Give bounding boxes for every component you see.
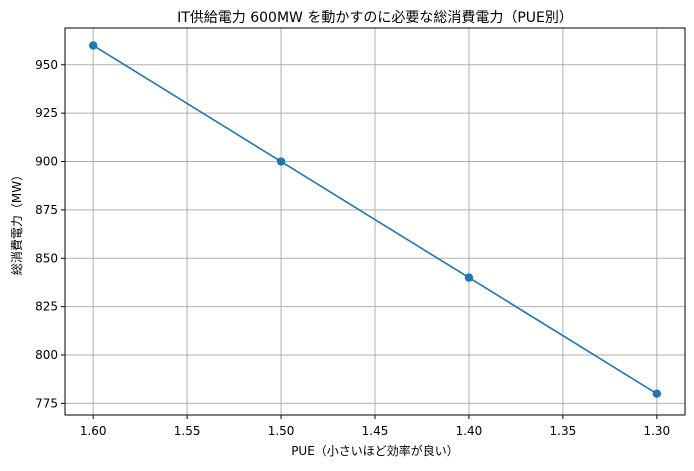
series-line — [92, 44, 658, 395]
x-axis-label: PUE（小さいほど効率が良い） — [291, 443, 459, 458]
x-tick-label: 1.50 — [268, 424, 295, 438]
data-point — [652, 389, 662, 398]
y-axis-label: 総消費電力（MW） — [9, 169, 24, 275]
grid — [65, 28, 685, 415]
series-layer — [88, 41, 662, 398]
chart-title: IT供給電力 600MW を動かすのに必要な総消費電力（PUE別） — [177, 10, 573, 26]
x-tick-label: 1.40 — [456, 424, 483, 438]
x-tick-label: 1.35 — [550, 424, 577, 438]
y-tick-label: 950 — [35, 58, 58, 72]
axis-ticks: 1.60 1.55 1.50 1.45 1.40 1.35 1.30 775 800 825 850… — [35, 58, 670, 438]
y-tick-label: 800 — [35, 348, 58, 362]
data-point — [276, 157, 286, 166]
x-tick-label: 1.30 — [643, 424, 670, 438]
y-tick-label: 875 — [35, 203, 58, 217]
y-tick-label: 850 — [35, 251, 58, 265]
data-point — [464, 273, 474, 282]
y-tick-label: 900 — [35, 155, 58, 169]
x-tick-label: 1.45 — [362, 424, 389, 438]
x-tick-label: 1.55 — [174, 424, 201, 438]
data-point — [88, 41, 98, 50]
x-tick-label: 1.60 — [80, 424, 107, 438]
y-tick-label: 825 — [35, 300, 58, 314]
y-tick-label: 775 — [35, 396, 58, 410]
y-tick-label: 925 — [35, 106, 58, 120]
